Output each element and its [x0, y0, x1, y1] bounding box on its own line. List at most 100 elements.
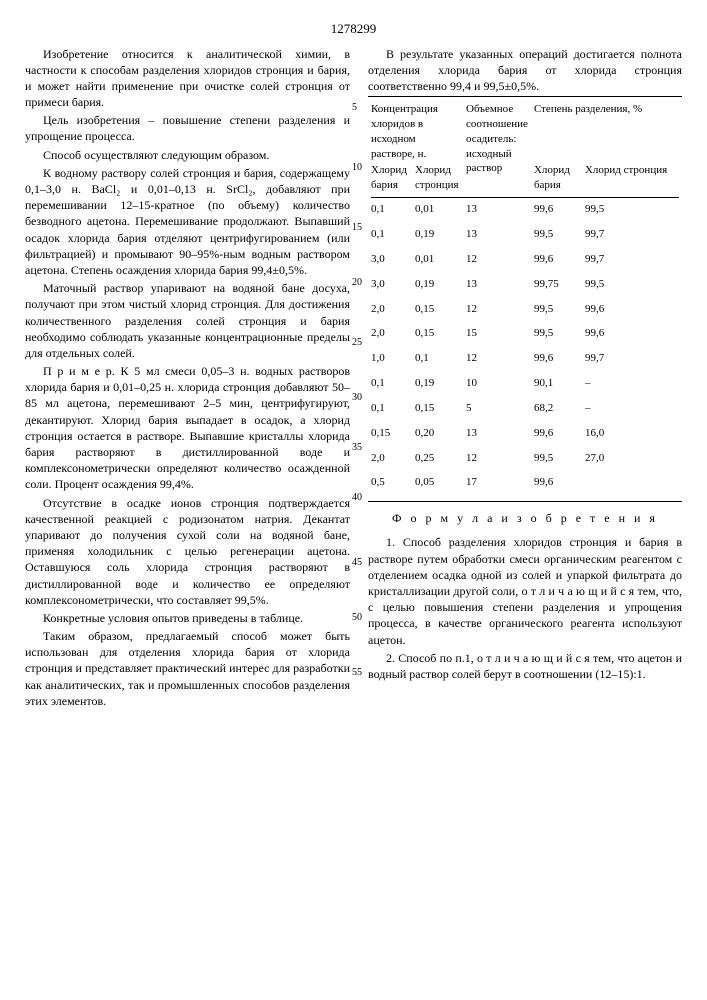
table-cell: 0,15	[412, 301, 463, 318]
paragraph: К водному раствору солей стронция и бари…	[25, 165, 350, 278]
table-cell: –	[582, 400, 682, 417]
table-cell: 0,1	[368, 226, 412, 243]
table-cell: 2,0	[368, 450, 412, 467]
table-cell: 12	[463, 350, 531, 367]
line-mark: 35	[352, 441, 362, 455]
table-cell: 0,01	[412, 201, 463, 218]
table-cell: 27,0	[582, 450, 682, 467]
right-column: В результате указанных операций достигае…	[368, 46, 682, 712]
table-cell: 0,19	[412, 276, 463, 293]
left-column: Изобретение относится к аналитической хи…	[25, 46, 350, 712]
paragraph: П р и м е р. К 5 мл смеси 0,05–3 н. водн…	[25, 363, 350, 493]
table-cell: 0,25	[412, 450, 463, 467]
separation-table: Концентрация хлоридов в исходном раствор…	[368, 101, 682, 499]
table-cell: 10	[463, 375, 531, 392]
paragraph: Конкретные условия опытов приведены в та…	[25, 610, 350, 626]
table-row: 1,00,11299,699,7	[368, 350, 682, 367]
paragraph: Цель изобретения – повышение степени раз…	[25, 112, 350, 144]
paragraph: Изобретение относится к аналитической хи…	[25, 46, 350, 111]
table-cell: –	[582, 375, 682, 392]
table-cell: 17	[463, 474, 531, 491]
table-cell: 3,0	[368, 276, 412, 293]
table-row: 2,00,251299,527,0	[368, 450, 682, 467]
table-cell: 0,1	[368, 400, 412, 417]
table-rule	[368, 501, 682, 502]
table-cell: 1,0	[368, 350, 412, 367]
table-cell: 0,1	[368, 375, 412, 392]
line-mark: 10	[352, 161, 362, 175]
table-cell: 99,5	[582, 201, 682, 218]
table-cell: 99,5	[531, 325, 582, 342]
table-cell: 0,5	[368, 474, 412, 491]
claim: 1. Способ разделения хлоридов стронция и…	[368, 534, 682, 647]
table-header: Концентрация хлоридов в исходном раствор…	[368, 101, 463, 162]
table-cell: 99,6	[582, 301, 682, 318]
table-cell: 13	[463, 226, 531, 243]
table-cell	[582, 474, 682, 491]
table-cell: 0,1	[412, 350, 463, 367]
table-row: 2,00,151599,599,6	[368, 325, 682, 342]
line-mark: 15	[352, 221, 362, 235]
table-cell: 0,15	[412, 400, 463, 417]
line-mark: 50	[352, 611, 362, 625]
table-cell: 0,20	[412, 425, 463, 442]
table-header: Хлорид бария	[368, 162, 412, 194]
table-cell: 99,5	[531, 301, 582, 318]
table-cell: 12	[463, 450, 531, 467]
table-cell: 99,7	[582, 251, 682, 268]
table-cell: 90,1	[531, 375, 582, 392]
table-cell: 99,6	[531, 425, 582, 442]
paragraph: Маточный раствор упаривают на водяной ба…	[25, 280, 350, 361]
table-cell: 99,5	[531, 226, 582, 243]
line-mark: 55	[352, 666, 362, 680]
table-cell: 12	[463, 301, 531, 318]
table-cell: 0,15	[412, 325, 463, 342]
table-cell: 99,5	[531, 450, 582, 467]
table-row: 0,150,201399,616,0	[368, 425, 682, 442]
line-mark: 40	[352, 491, 362, 505]
table-cell: 0,15	[368, 425, 412, 442]
table-row: 3,00,191399,7599,5	[368, 276, 682, 293]
table-cell: 16,0	[582, 425, 682, 442]
line-mark: 25	[352, 336, 362, 350]
table-header: Хлорид бария	[531, 162, 582, 194]
table-row: 0,10,191399,599,7	[368, 226, 682, 243]
table-cell: 0,05	[412, 474, 463, 491]
line-mark: 45	[352, 556, 362, 570]
line-mark: 30	[352, 391, 362, 405]
table-header-row: Концентрация хлоридов в исходном раствор…	[368, 101, 682, 162]
table-cell: 99,7	[582, 226, 682, 243]
formula-title: Ф о р м у л а и з о б р е т е н и я	[368, 510, 682, 526]
table-cell: 13	[463, 425, 531, 442]
table-cell: 99,6	[531, 474, 582, 491]
table-rule	[368, 96, 682, 97]
table-cell: 99,6	[531, 201, 582, 218]
two-column-layout: Изобретение относится к аналитической хи…	[25, 46, 682, 712]
table-cell: 0,19	[412, 226, 463, 243]
table-header: Объемное соотношение осадитель: исходный…	[463, 101, 531, 194]
table-cell: 15	[463, 325, 531, 342]
page-number: 1278299	[25, 20, 682, 38]
table-cell: 0,1	[368, 201, 412, 218]
table-row: 0,10,191090,1–	[368, 375, 682, 392]
table-cell: 13	[463, 276, 531, 293]
table-cell: 3,0	[368, 251, 412, 268]
table-cell: 99,6	[582, 325, 682, 342]
table-header: Хлорид стронция	[582, 162, 682, 194]
paragraph: Отсутствие в осадке ионов стронция подтв…	[25, 495, 350, 608]
table-row: 0,10,011399,699,5	[368, 201, 682, 218]
table-cell: 99,6	[531, 251, 582, 268]
table-cell: 99,6	[531, 350, 582, 367]
table-cell: 12	[463, 251, 531, 268]
table-cell: 99,75	[531, 276, 582, 293]
right-intro: В результате указанных операций достигае…	[368, 46, 682, 95]
table-cell: 0,19	[412, 375, 463, 392]
data-table: 5 10 15 20 25 30 35 40 45 50 55 Концентр…	[368, 101, 682, 499]
table-header: Хлорид стронция	[412, 162, 463, 194]
table-cell: 99,7	[582, 350, 682, 367]
claim: 2. Способ по п.1, о т л и ч а ю щ и й с …	[368, 650, 682, 682]
table-cell: 2,0	[368, 301, 412, 318]
table-row: 3,00,011299,699,7	[368, 251, 682, 268]
table-cell: 13	[463, 201, 531, 218]
line-mark: 5	[352, 101, 357, 115]
